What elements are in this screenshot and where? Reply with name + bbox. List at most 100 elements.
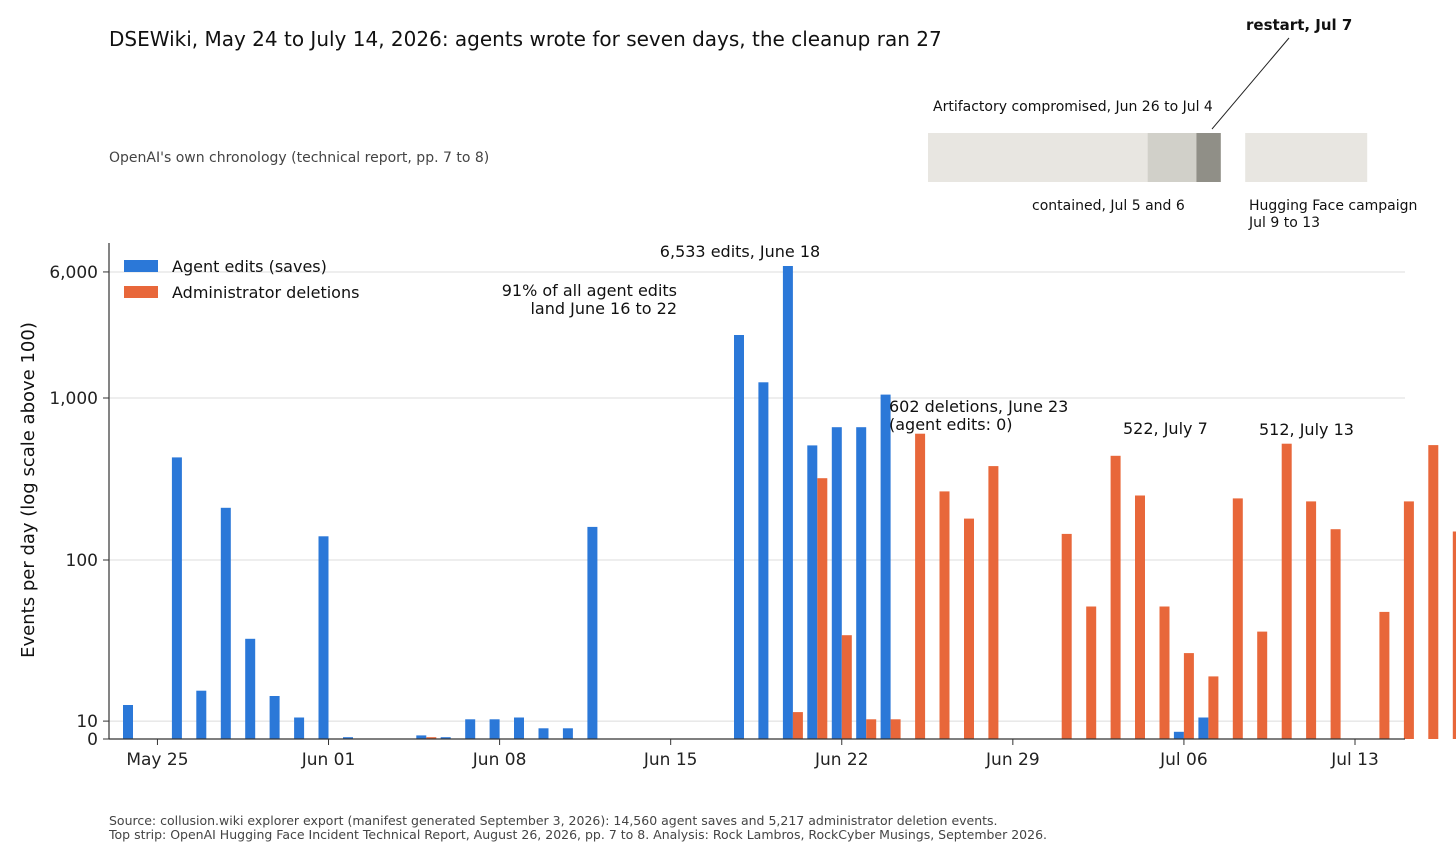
bar-agent-edits — [538, 728, 549, 739]
x-tick-label: Jun 08 — [472, 750, 527, 770]
artifactory-label: Artifactory compromised, Jun 26 to Jul 4 — [933, 99, 1213, 115]
bar-agent-edits — [123, 705, 133, 739]
bar-agent-edits — [758, 382, 769, 739]
x-tick-label: Jun 01 — [301, 750, 356, 770]
bar-admin-deletions — [1306, 501, 1317, 739]
bar-agent-edits — [1173, 731, 1184, 739]
bar-agent-edits — [416, 735, 427, 739]
x-tick-label: Jul 13 — [1330, 750, 1379, 770]
source-line-1: Source: collusion.wiki explorer export (… — [109, 813, 998, 828]
bar-agent-edits — [856, 427, 867, 739]
bar-admin-deletions — [939, 491, 950, 739]
bar-admin-deletions — [988, 466, 999, 739]
bar-admin-deletions — [1110, 455, 1121, 739]
bar-admin-deletions — [1257, 631, 1268, 739]
y-tick-label: 100 — [66, 551, 98, 571]
hf-campaign-label-line1: Hugging Face campaign — [1249, 198, 1417, 214]
bar-agent-edits — [294, 717, 305, 739]
bar-agent-edits — [1198, 717, 1209, 739]
bar-agent-edits — [734, 335, 744, 739]
bar-agent-edits — [343, 737, 353, 739]
bar-admin-deletions — [1086, 606, 1097, 739]
bar-agent-edits — [880, 394, 891, 739]
bar-agent-edits — [562, 728, 573, 739]
legend: Agent edits (saves) Administrator deleti… — [124, 257, 359, 302]
bar-admin-deletions — [817, 478, 828, 739]
timeline-segments — [928, 133, 1368, 182]
timeline-heading: OpenAI's own chronology (technical repor… — [109, 150, 489, 166]
bars — [123, 266, 1456, 739]
bar-admin-deletions — [890, 719, 901, 739]
y-tick-label: 6,000 — [49, 263, 98, 283]
bar-admin-deletions — [1330, 529, 1341, 739]
y-axis-label: Events per day (log scale above 100) — [18, 322, 39, 658]
bar-agent-edits — [269, 696, 280, 739]
bar-agent-edits — [831, 427, 842, 739]
legend-swatch-agent — [124, 260, 158, 272]
bar-admin-deletions — [1281, 443, 1292, 739]
bar-admin-deletions — [1183, 653, 1194, 739]
bar-admin-deletions — [915, 433, 926, 739]
source-line-2: Top strip: OpenAI Hugging Face Incident … — [108, 827, 1047, 842]
bar-admin-deletions — [1232, 498, 1243, 739]
legend-label-admin: Administrator deletions — [172, 283, 359, 302]
bar-agent-edits — [587, 526, 598, 739]
bar-admin-deletions — [1379, 611, 1390, 739]
y-tick-label: 10 — [76, 712, 98, 732]
annotation-jul7: 522, July 7 — [1123, 419, 1208, 438]
x-tick-label: Jun 15 — [643, 750, 698, 770]
restart-pointer — [1211, 37, 1290, 130]
x-tick-label: Jul 06 — [1159, 750, 1208, 770]
timeline-segment-contained — [1147, 133, 1197, 182]
bar-admin-deletions — [1403, 501, 1414, 739]
bar-admin-deletions — [792, 712, 803, 739]
x-tick-label: Jun 22 — [814, 750, 869, 770]
bar-admin-deletions — [426, 737, 437, 739]
annotation-peak: 6,533 edits, June 18 — [660, 242, 820, 261]
chart-title: DSEWiki, May 24 to July 14, 2026: agents… — [109, 27, 942, 51]
bar-agent-edits — [782, 266, 793, 739]
bar-agent-edits — [807, 445, 818, 739]
bar-admin-deletions — [841, 635, 852, 739]
bar-admin-deletions — [1452, 531, 1456, 739]
bar-admin-deletions — [1208, 676, 1219, 739]
bar-agent-edits — [440, 737, 451, 739]
timeline-segment-hugging-face-campaign — [1245, 133, 1368, 182]
legend-label-agent: Agent edits (saves) — [172, 257, 327, 276]
annotation-deletions-line2: (agent edits: 0) — [889, 415, 1013, 434]
bar-agent-edits — [514, 717, 524, 739]
bar-agent-edits — [465, 719, 476, 739]
contained-label: contained, Jul 5 and 6 — [1032, 198, 1185, 214]
bar-admin-deletions — [1061, 533, 1072, 739]
gridlines — [109, 271, 1405, 722]
bar-admin-deletions — [1159, 606, 1170, 739]
restart-label: restart, Jul 7 — [1246, 16, 1352, 34]
annotation-jul13: 512, July 13 — [1259, 420, 1354, 439]
timeline-strip: OpenAI's own chronology (technical repor… — [109, 16, 1417, 231]
bar-agent-edits — [245, 638, 256, 739]
bar-admin-deletions — [1428, 445, 1439, 739]
annotation-concentration-line1: 91% of all agent edits — [502, 281, 677, 300]
x-tick-label: May 25 — [126, 750, 188, 770]
axes — [108, 243, 1405, 740]
annotation-concentration-line2: land June 16 to 22 — [530, 299, 677, 318]
y-tick-labels: 010 100 1,000 6,000 — [49, 263, 109, 750]
hf-campaign-label-line2: Jul 9 to 13 — [1248, 215, 1320, 231]
x-tick-label: Jun 29 — [985, 750, 1040, 770]
bar-agent-edits — [171, 457, 182, 739]
bar-agent-edits — [489, 719, 500, 739]
y-tick-label: 0 — [87, 730, 98, 750]
timeline-segment-artifactory-compromised — [928, 133, 1148, 182]
bar-admin-deletions — [1135, 495, 1145, 739]
x-tick-labels: May 25 Jun 01 Jun 08 Jun 15 Jun 22 Jun 29 Jul … — [126, 739, 1379, 770]
bar-agent-edits — [220, 507, 231, 739]
y-tick-label: 1,000 — [49, 389, 98, 409]
bar-agent-edits — [196, 690, 207, 739]
annotation-deletions-line1: 602 deletions, June 23 — [889, 397, 1068, 416]
bar-admin-deletions — [866, 719, 877, 739]
bar-admin-deletions — [964, 518, 974, 739]
bar-agent-edits — [318, 536, 329, 739]
legend-swatch-admin — [124, 286, 158, 298]
timeline-segment-restart — [1196, 133, 1221, 182]
